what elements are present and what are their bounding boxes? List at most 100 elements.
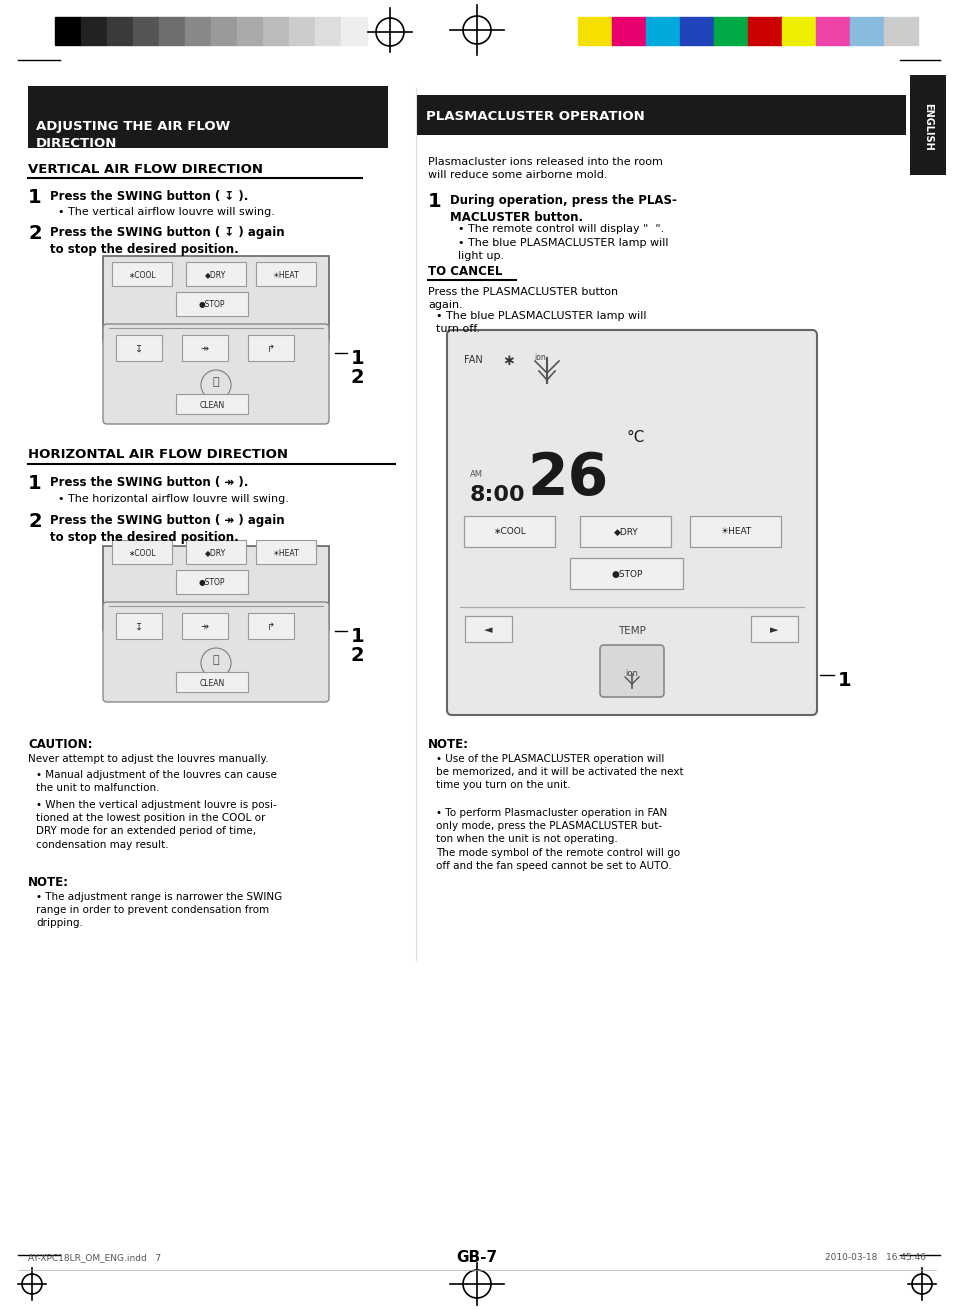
Text: • The blue PLASMACLUSTER lamp will
turn off.: • The blue PLASMACLUSTER lamp will turn … [436, 312, 646, 334]
Text: ↧: ↧ [134, 344, 143, 353]
Bar [81, 17, 107, 45]
Bar [679, 17, 713, 45]
Text: 1: 1 [28, 188, 42, 207]
Text: 2: 2 [351, 647, 364, 665]
FancyBboxPatch shape [175, 672, 248, 692]
Bar [159, 17, 185, 45]
Text: ↱: ↱ [267, 344, 274, 353]
Bar [263, 17, 289, 45]
Text: ◆DRY: ◆DRY [613, 528, 638, 537]
Text: ●STOP: ●STOP [198, 301, 225, 309]
FancyBboxPatch shape [28, 86, 388, 148]
Text: Never attempt to adjust the louvres manually.: Never attempt to adjust the louvres manu… [28, 754, 268, 764]
Text: 26: 26 [526, 450, 608, 507]
FancyBboxPatch shape [175, 394, 248, 414]
FancyBboxPatch shape [116, 335, 162, 361]
Text: Press the PLASMACLUSTER button
again.: Press the PLASMACLUSTER button again. [428, 287, 618, 310]
Text: ion: ion [534, 353, 545, 363]
FancyBboxPatch shape [416, 96, 905, 135]
Text: 1: 1 [351, 627, 364, 647]
Text: Press the SWING button ( ↧ ).: Press the SWING button ( ↧ ). [50, 190, 248, 203]
Bar [883, 17, 917, 45]
FancyBboxPatch shape [112, 262, 172, 285]
FancyBboxPatch shape [464, 617, 512, 641]
Bar [185, 17, 211, 45]
Bar [815, 17, 849, 45]
Text: • Use of the PLASMACLUSTER operation will
be memorized, and it will be activated: • Use of the PLASMACLUSTER operation wil… [436, 754, 683, 791]
FancyBboxPatch shape [182, 613, 228, 639]
Text: • To perform Plasmacluster operation in FAN
only mode, press the PLASMACLUSTER b: • To perform Plasmacluster operation in … [436, 808, 679, 870]
Text: ion: ion [625, 669, 638, 678]
FancyBboxPatch shape [248, 613, 294, 639]
Bar [211, 17, 236, 45]
FancyBboxPatch shape [182, 335, 228, 361]
FancyBboxPatch shape [750, 617, 797, 641]
Bar [713, 17, 747, 45]
FancyBboxPatch shape [255, 262, 315, 285]
Text: AY-XPC18LR_OM_ENG.indd   7: AY-XPC18LR_OM_ENG.indd 7 [28, 1254, 161, 1262]
Text: Plasmacluster ions released into the room
will reduce some airborne mold.: Plasmacluster ions released into the roo… [428, 157, 662, 181]
Text: VERTICAL AIR FLOW DIRECTION: VERTICAL AIR FLOW DIRECTION [28, 164, 263, 175]
Text: Press the SWING button ( ↧ ) again
to stop the desired position.: Press the SWING button ( ↧ ) again to st… [50, 226, 284, 257]
Text: ●STOP: ●STOP [611, 569, 642, 579]
Bar [132, 17, 159, 45]
Text: GB-7: GB-7 [456, 1250, 497, 1264]
Text: 1: 1 [351, 350, 364, 368]
Text: AM: AM [470, 470, 482, 479]
FancyBboxPatch shape [248, 335, 294, 361]
Text: ◆DRY: ◆DRY [205, 271, 227, 280]
Text: • The adjustment range is narrower the SWING
range in order to prevent condensat: • The adjustment range is narrower the S… [36, 891, 282, 928]
Text: PLASMACLUSTER OPERATION: PLASMACLUSTER OPERATION [426, 110, 644, 123]
Text: Ⓢ: Ⓢ [213, 654, 219, 665]
Text: ADJUSTING THE AIR FLOW
DIRECTION: ADJUSTING THE AIR FLOW DIRECTION [36, 120, 230, 151]
Text: • The horizontal airflow louvre will swing.: • The horizontal airflow louvre will swi… [58, 493, 289, 504]
Bar [236, 17, 263, 45]
Text: NOTE:: NOTE: [28, 876, 69, 889]
Bar [612, 17, 645, 45]
Text: 2: 2 [28, 512, 42, 531]
FancyBboxPatch shape [186, 262, 246, 285]
Text: • When the vertical adjustment louvre is posi-
tioned at the lowest position in : • When the vertical adjustment louvre is… [36, 800, 276, 850]
Bar [289, 17, 314, 45]
FancyBboxPatch shape [103, 546, 329, 630]
Text: 1: 1 [28, 474, 42, 493]
FancyBboxPatch shape [116, 613, 162, 639]
Text: 1: 1 [837, 672, 851, 690]
FancyBboxPatch shape [464, 516, 555, 546]
Text: 8:00: 8:00 [470, 486, 525, 505]
Bar [747, 17, 781, 45]
Text: • The vertical airflow louvre will swing.: • The vertical airflow louvre will swing… [58, 207, 274, 217]
Text: 2010-03-18   16:45:46: 2010-03-18 16:45:46 [824, 1254, 925, 1262]
FancyBboxPatch shape [599, 645, 663, 696]
Text: ☀HEAT: ☀HEAT [273, 548, 299, 558]
Text: ↠: ↠ [201, 344, 209, 353]
Text: ►: ► [769, 624, 778, 635]
Bar [314, 17, 340, 45]
FancyBboxPatch shape [447, 330, 816, 715]
Text: ◄: ◄ [483, 624, 492, 635]
Text: ∗COOL: ∗COOL [493, 528, 526, 537]
Text: During operation, press the PLAS-
MACLUSTER button.: During operation, press the PLAS- MACLUS… [450, 194, 677, 224]
Bar [645, 17, 679, 45]
Text: • The remote control will display "  ".: • The remote control will display " ". [457, 224, 663, 234]
Text: ☀HEAT: ☀HEAT [720, 528, 751, 537]
Bar [781, 17, 815, 45]
Text: • Manual adjustment of the louvres can cause
the unit to malfunction.: • Manual adjustment of the louvres can c… [36, 770, 276, 793]
Text: TEMP: TEMP [618, 626, 645, 636]
Text: • The blue PLASMACLUSTER lamp will
light up.: • The blue PLASMACLUSTER lamp will light… [457, 238, 668, 262]
Text: ∗COOL: ∗COOL [128, 548, 155, 558]
Bar [849, 17, 883, 45]
FancyBboxPatch shape [186, 541, 246, 564]
FancyBboxPatch shape [579, 516, 671, 546]
Text: ●STOP: ●STOP [198, 579, 225, 588]
Text: ∗: ∗ [501, 353, 515, 368]
Text: ☀HEAT: ☀HEAT [273, 271, 299, 280]
Text: NOTE:: NOTE: [428, 738, 469, 751]
FancyBboxPatch shape [103, 257, 329, 340]
Text: ↧: ↧ [134, 622, 143, 632]
FancyBboxPatch shape [103, 602, 329, 702]
Text: 1: 1 [428, 192, 441, 211]
Text: °C: °C [626, 429, 644, 445]
FancyBboxPatch shape [909, 75, 945, 175]
FancyBboxPatch shape [103, 325, 329, 424]
